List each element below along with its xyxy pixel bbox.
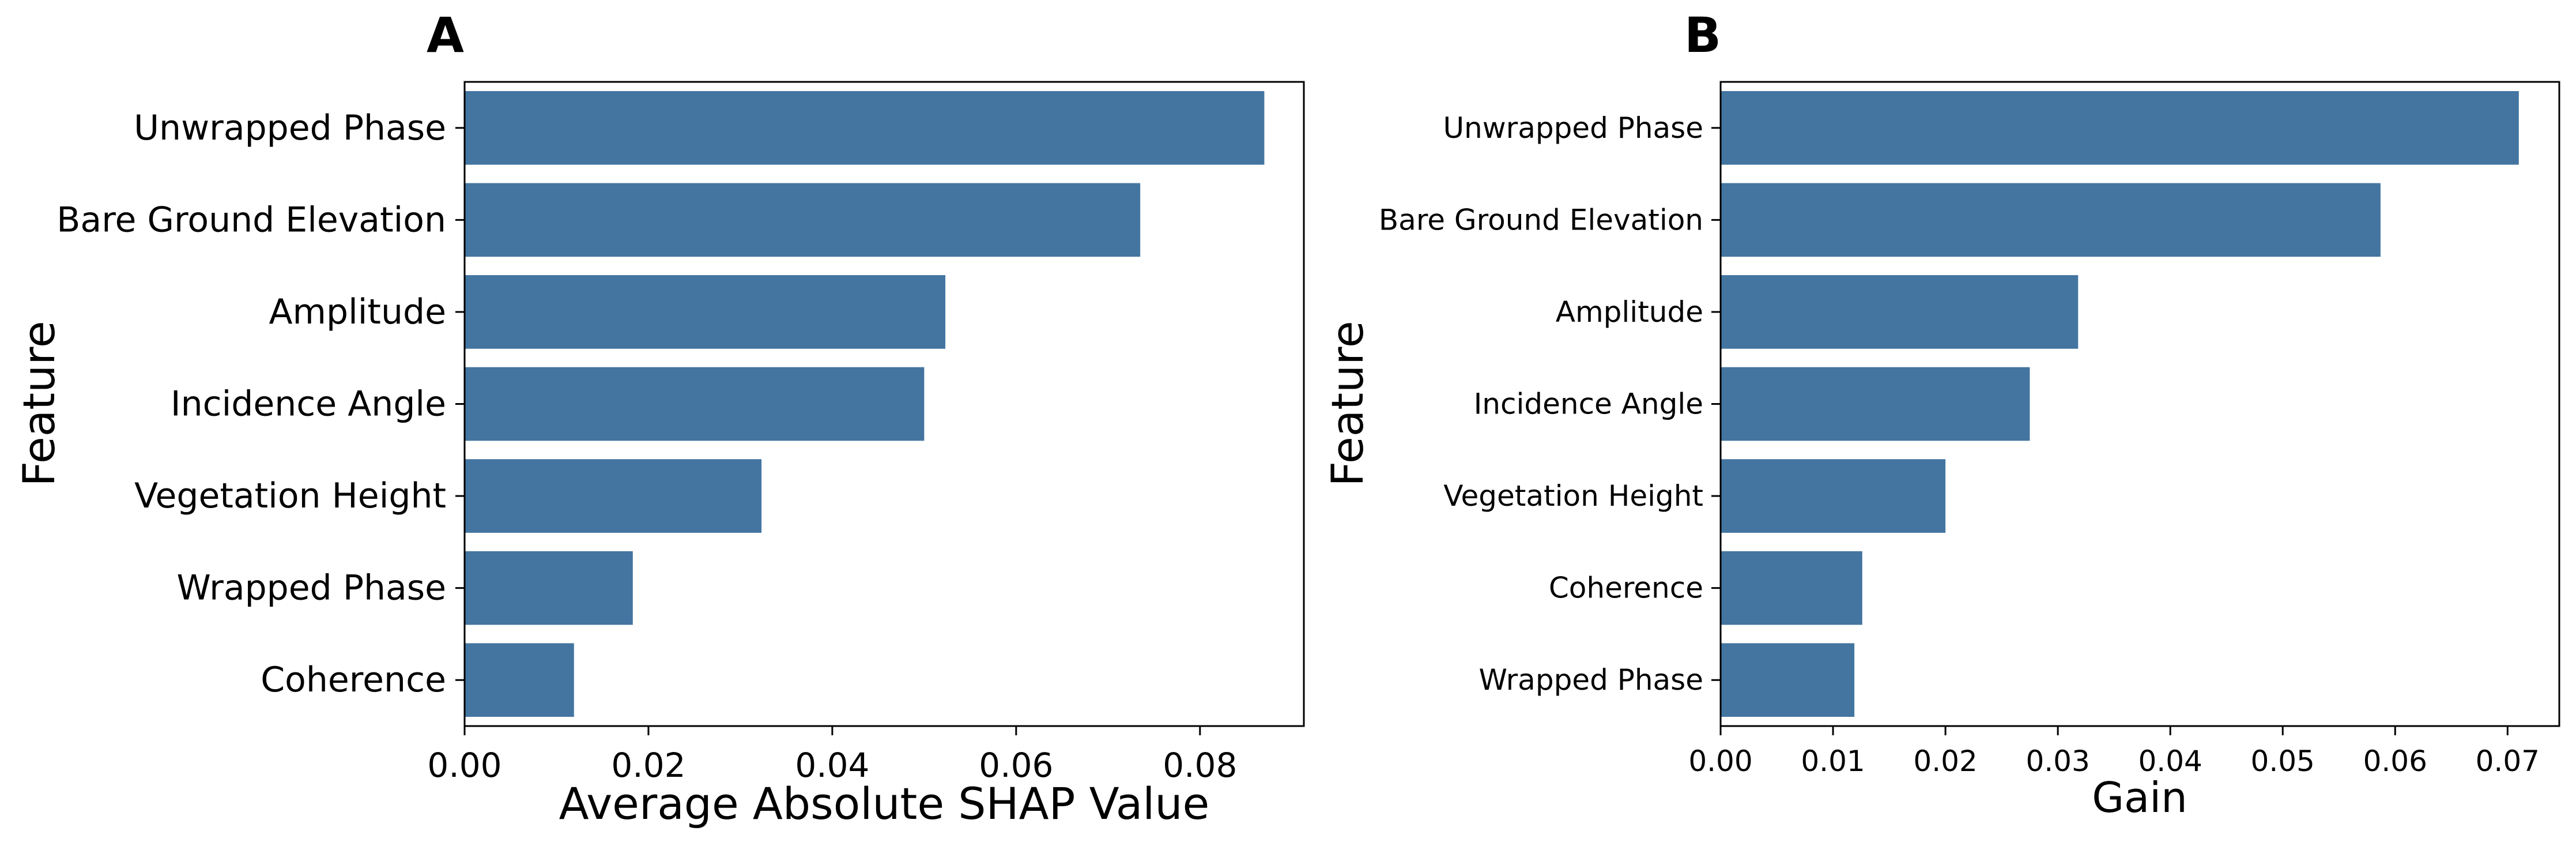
x-tick-label: 0.07	[2476, 745, 2540, 778]
category-label-incidence-angle: Incidence Angle	[1474, 388, 1703, 421]
x-tick-label: 0.00	[427, 746, 501, 785]
x-tick-label: 0.01	[1801, 745, 1865, 778]
category-label-coherence: Coherence	[1549, 571, 1703, 605]
x-tick-label: 0.03	[2026, 745, 2090, 778]
panel-a-axes-frame	[463, 81, 1305, 727]
panel-b-x-ticks: 0.00 0.01 0.02 0.03 0.04 0.05 0.06 0.07	[1688, 726, 2540, 778]
panel-b-x-axis-label: Gain	[2092, 773, 2187, 822]
category-label-unwrapped-phase: Unwrapped Phase	[1443, 111, 1703, 145]
bar-unwrapped-phase	[1721, 91, 2519, 165]
category-label-amplitude: Amplitude	[1556, 295, 1703, 329]
bar-coherence	[1721, 551, 1862, 625]
category-label-vegetation-height: Vegetation Height	[1443, 479, 1703, 513]
bar-bare-ground-elevation	[465, 183, 1141, 257]
bar-bare-ground-elevation	[1721, 183, 2381, 257]
panel-a-shap-chart: A Unwrapped Phase Bare Ground Elevation Am…	[13, 7, 1305, 829]
panel-a-letter: A	[427, 7, 464, 63]
bar-amplitude	[1721, 275, 2079, 349]
category-label-coherence: Coherence	[261, 660, 446, 700]
x-tick-label: 0.02	[611, 746, 685, 785]
bar-wrapped-phase	[465, 551, 633, 625]
x-tick-label: 0.05	[2251, 745, 2315, 778]
category-label-incidence-angle: Incidence Angle	[171, 384, 446, 424]
category-label-wrapped-phase: Wrapped Phase	[1479, 663, 1703, 697]
x-tick-label: 0.02	[1913, 745, 1977, 778]
x-tick-label: 0.08	[1163, 746, 1237, 785]
panel-a-category-labels: Unwrapped Phase Bare Ground Elevation Ampl…	[56, 108, 465, 700]
panel-b-axes-frame	[1719, 81, 2560, 727]
category-label-amplitude: Amplitude	[269, 292, 446, 332]
category-label-bare-ground-elevation: Bare Ground Elevation	[1379, 203, 1703, 236]
panel-b-bars	[1721, 91, 2519, 717]
x-tick-label: 0.00	[1688, 745, 1752, 778]
bar-unwrapped-phase	[465, 91, 1265, 165]
x-tick-label: 0.04	[795, 746, 869, 785]
x-tick-label: 0.04	[2138, 745, 2202, 778]
x-tick-label: 0.06	[979, 746, 1053, 785]
category-label-vegetation-height: Vegetation Height	[134, 476, 446, 516]
panel-a-x-axis-label: Average Absolute SHAP Value	[559, 778, 1210, 829]
bar-wrapped-phase	[1721, 643, 1855, 717]
panel-b-letter: B	[1684, 7, 1721, 63]
panel-a-y-axis-label: Feature	[13, 321, 65, 486]
category-label-unwrapped-phase: Unwrapped Phase	[134, 108, 446, 148]
category-label-bare-ground-elevation: Bare Ground Elevation	[56, 200, 446, 240]
bar-incidence-angle	[465, 367, 925, 441]
panel-a-x-ticks: 0.00 0.02 0.04 0.06 0.08	[427, 726, 1237, 785]
bar-amplitude	[465, 275, 946, 349]
bar-vegetation-height	[465, 459, 762, 533]
panel-b-gain-chart: B Unwrapped Phase Bare Ground Elevation Am…	[1322, 7, 2560, 822]
bar-incidence-angle	[1721, 367, 2030, 441]
bar-vegetation-height	[1721, 459, 1946, 533]
bar-coherence	[465, 643, 574, 717]
x-tick-label: 0.06	[2363, 745, 2427, 778]
panel-b-y-axis-label: Feature	[1322, 321, 1373, 486]
category-label-wrapped-phase: Wrapped Phase	[177, 568, 446, 608]
panel-a-bars	[465, 91, 1265, 717]
panel-b-category-labels: Unwrapped Phase Bare Ground Elevation Ampl…	[1379, 111, 1721, 697]
